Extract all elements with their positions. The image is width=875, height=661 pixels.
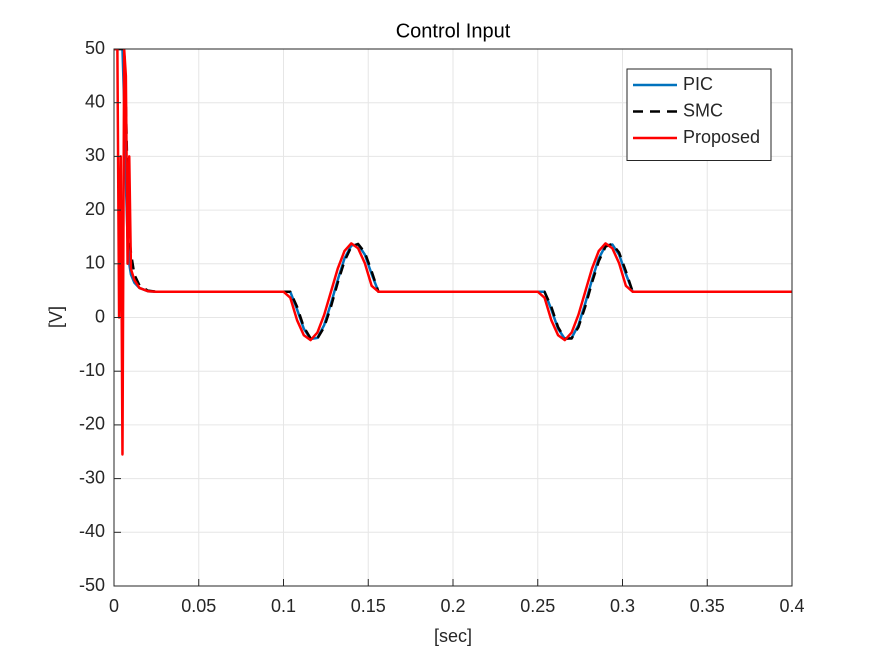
y-tick-label: -40	[79, 521, 105, 541]
x-tick-label: 0.15	[351, 596, 386, 616]
legend: PIC SMC Proposed	[626, 68, 772, 161]
x-tick-label: 0.25	[520, 596, 555, 616]
y-tick-label: 20	[85, 199, 105, 219]
x-tick-label: 0.1	[271, 596, 296, 616]
y-tick-label: 40	[85, 91, 105, 111]
y-tick-label: -10	[79, 360, 105, 380]
series-line	[114, 49, 792, 456]
x-tick-label: 0.05	[181, 596, 216, 616]
legend-label: SMC	[683, 100, 723, 120]
x-tick-label: 0.35	[690, 596, 725, 616]
x-axis-label: [sec]	[434, 626, 472, 646]
chart-title: Control Input	[396, 20, 511, 42]
ticks: 0 0.05 0.1 0.15 0.2 0.25 0.3 0.35 0.4 -50 -40 -30 -2…	[79, 38, 805, 616]
x-tick-label: 0	[109, 596, 119, 616]
legend-label: Proposed	[683, 127, 760, 147]
y-tick-label: 50	[85, 38, 105, 58]
y-tick-label: 30	[85, 145, 105, 165]
y-tick-label: 0	[95, 306, 105, 326]
y-tick-label: -50	[79, 575, 105, 595]
y-tick-label: -30	[79, 467, 105, 487]
y-axis-label: [V]	[46, 306, 66, 328]
y-tick-label: -20	[79, 414, 105, 434]
x-tick-label: 0.3	[610, 596, 635, 616]
y-tick-label: 10	[85, 253, 105, 273]
legend-label: PIC	[683, 74, 713, 94]
plot-lines	[114, 49, 792, 456]
x-tick-label: 0.4	[779, 596, 804, 616]
x-tick-label: 0.2	[440, 596, 465, 616]
